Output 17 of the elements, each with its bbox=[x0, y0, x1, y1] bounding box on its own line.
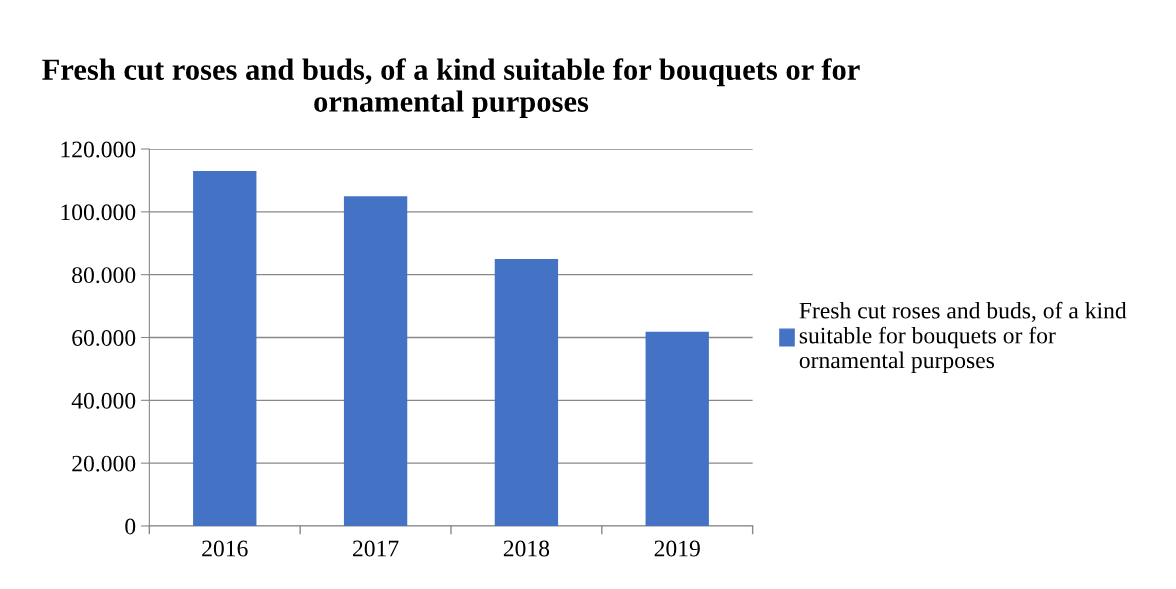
y-tick-label: 20.000 bbox=[72, 455, 136, 472]
y-tick-label: 80.000 bbox=[72, 267, 136, 284]
y-tick-label: 120.000 bbox=[61, 141, 136, 158]
y-tick-label: 100.000 bbox=[61, 204, 136, 221]
y-tick-label: 60.000 bbox=[72, 329, 136, 347]
y-tick-label: 40.000 bbox=[71, 392, 136, 409]
x-tick-label: 2018 bbox=[503, 540, 550, 557]
y-tick-label: 0 bbox=[125, 518, 136, 535]
bar bbox=[494, 258, 559, 526]
bar bbox=[193, 171, 257, 526]
legend-label: Fresh cut roses and buds, of a kind suitable for bouquets or for ornamental purposes bbox=[799, 301, 1127, 374]
x-tick-label: 2016 bbox=[202, 540, 248, 557]
bar bbox=[343, 196, 408, 526]
bar bbox=[645, 331, 709, 526]
x-tick-label: 2017 bbox=[353, 540, 399, 557]
x-tick-label: 2019 bbox=[654, 540, 700, 557]
chart-title: Fresh cut roses and buds, of a kind suitable for bouquets or for ornamental purposes bbox=[42, 58, 860, 119]
